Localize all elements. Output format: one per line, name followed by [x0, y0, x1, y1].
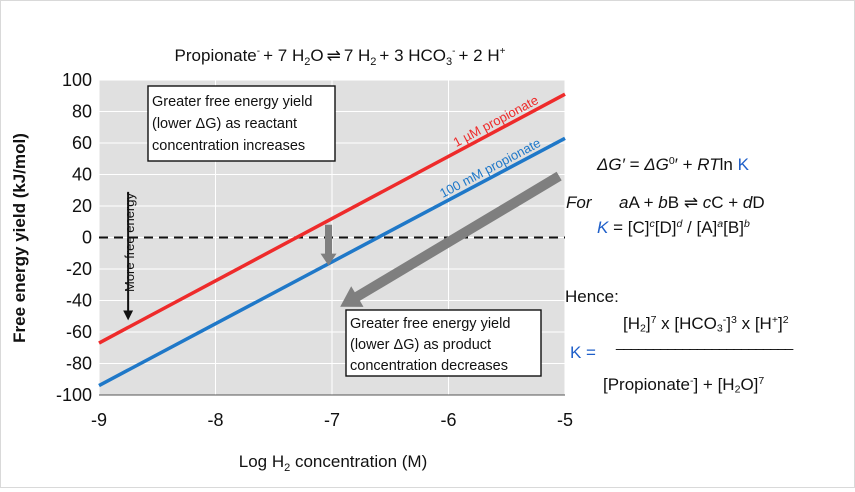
- y-tick-label: 100: [62, 70, 92, 90]
- top-annotation-box: Greater free energy yield (lower ΔG) as …: [147, 85, 336, 162]
- general-reaction: For aA + bB ⇌ cC + dD: [566, 193, 765, 212]
- vertical-more-free-energy-label: More free energy: [122, 193, 137, 292]
- y-tick-label: -40: [66, 291, 92, 311]
- y-tick-label: -100: [56, 385, 92, 405]
- y-tick-label: 40: [72, 165, 92, 185]
- y-tick-label: 60: [72, 133, 92, 153]
- top-box-line-1: Greater free energy yield: [152, 94, 312, 110]
- x-tick-label: -9: [91, 410, 107, 430]
- hence-label: Hence:: [565, 287, 619, 306]
- y-tick-label: 80: [72, 102, 92, 122]
- series-line-1uM-propionate: [98, 92, 566, 345]
- y-tick-label: 0: [82, 228, 92, 248]
- bottom-box-line-3: concentration decreases: [350, 358, 508, 374]
- x-tick-label: -5: [557, 410, 573, 430]
- series-shift-arrow: [320, 224, 337, 266]
- bottom-box-line-2: (lower ΔG) as product: [350, 337, 491, 353]
- x-tick-label: -8: [207, 410, 223, 430]
- bottom-box-line-1: Greater free energy yield: [350, 316, 510, 332]
- y-tick-label: -80: [66, 354, 92, 374]
- k-denominator: [Propionate-] + [H2O]7: [603, 375, 765, 396]
- y-tick-label: -20: [66, 259, 92, 279]
- product-decrease-arrow: [340, 171, 562, 307]
- series-line-100mM-propionate: [98, 136, 566, 388]
- x-tick-label: -7: [324, 410, 340, 430]
- top-box-line-2: (lower ΔG) as reactant: [152, 116, 297, 132]
- k-numerator: [H2]7 x [HCO3-]3 x [H+]2: [623, 314, 789, 335]
- k-fraction-bar: ________________________: [616, 334, 793, 351]
- y-tick-label: -60: [66, 322, 92, 342]
- y-axis-label: Free energy yield (kJ/mol): [10, 133, 29, 343]
- x-tick-label: -6: [440, 410, 456, 430]
- free-energy-equation: ΔG′ = ΔG0′ + RTln K: [597, 155, 749, 174]
- k-definition: K = [C]c[D]d / [A]a[B]b: [597, 218, 750, 237]
- k-equals-label: K =: [570, 343, 596, 362]
- bottom-annotation-box: Greater free energy yield (lower ΔG) as …: [345, 309, 542, 377]
- chart-title: Propionate- + 7 H2O ⇌ 7 H2 + 3 HCO3- + 2 H+: [175, 46, 506, 68]
- top-box-line-3: concentration increases: [152, 138, 305, 154]
- y-tick-labels: 100 80 60 40 20 0 -20 -40 -60 -80 -100: [56, 70, 92, 405]
- x-tick-labels: -9 -8 -7 -6 -5: [91, 410, 573, 430]
- x-axis-label: Log H2 concentration (M): [239, 452, 428, 474]
- y-tick-label: 20: [72, 196, 92, 216]
